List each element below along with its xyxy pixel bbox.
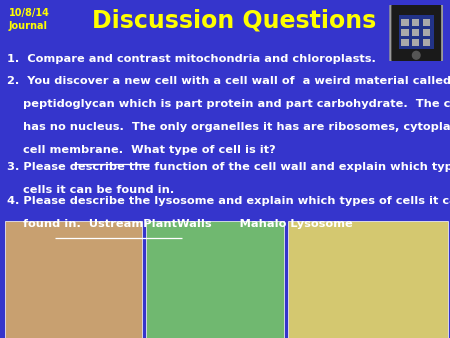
Text: 4. Please describe the lysosome and explain which types of cells it can be: 4. Please describe the lysosome and expl… xyxy=(7,196,450,206)
Text: 10/8/14
Journal: 10/8/14 Journal xyxy=(9,8,50,31)
Text: 2.  You discover a new cell with a cell wall of  a weird material called: 2. You discover a new cell with a cell w… xyxy=(7,76,450,86)
Bar xyxy=(401,39,409,46)
Bar xyxy=(412,39,419,46)
Bar xyxy=(412,19,419,26)
Bar xyxy=(146,221,284,338)
Text: Discussion Questions: Discussion Questions xyxy=(92,8,376,32)
Bar xyxy=(4,221,142,338)
Bar xyxy=(401,29,409,36)
Text: cell membrane.  What type of cell is it?: cell membrane. What type of cell is it? xyxy=(7,145,275,155)
Bar xyxy=(412,29,419,36)
Circle shape xyxy=(413,51,420,59)
Text: has no nucleus.  The only organelles it has are ribosomes, cytoplasm,: has no nucleus. The only organelles it h… xyxy=(7,122,450,132)
FancyBboxPatch shape xyxy=(390,3,442,63)
Bar xyxy=(288,221,448,338)
Text: 3. Please describe the function of the cell wall and explain which types of: 3. Please describe the function of the c… xyxy=(7,162,450,172)
Bar xyxy=(401,19,409,26)
Bar xyxy=(423,19,430,26)
Bar xyxy=(423,29,430,36)
Text: peptidoglycan which is part protein and part carbohydrate.  The cell: peptidoglycan which is part protein and … xyxy=(7,99,450,109)
Text: cells it can be found in.: cells it can be found in. xyxy=(7,185,174,195)
Bar xyxy=(399,15,433,49)
Bar xyxy=(423,39,430,46)
Text: 1.  Compare and contrast mitochondria and chloroplasts.: 1. Compare and contrast mitochondria and… xyxy=(7,54,376,64)
Text: found in.  UstreamPlantWalls       Mahalo Lysosome: found in. UstreamPlantWalls Mahalo Lysos… xyxy=(7,219,352,229)
